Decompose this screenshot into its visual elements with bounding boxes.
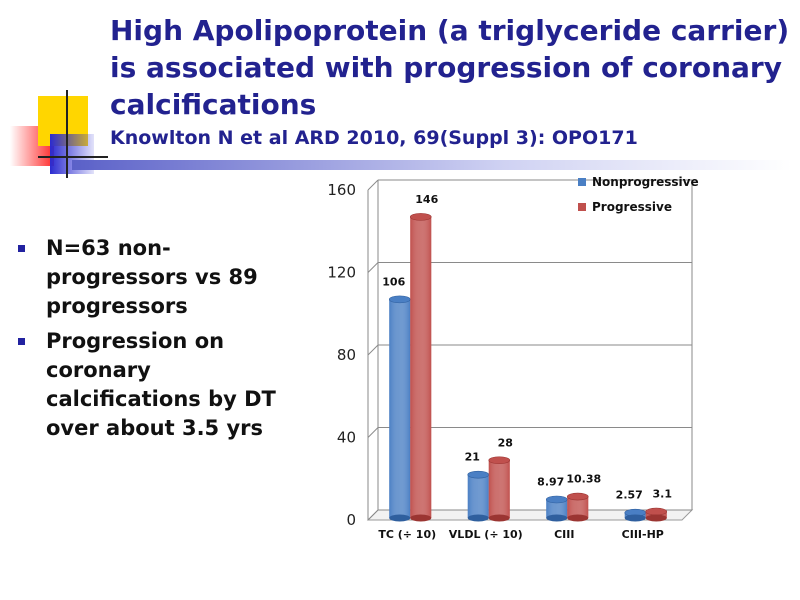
bullet-item: Progression on coronary calcifications b… [12, 327, 302, 443]
bullet-marker-icon [18, 245, 25, 252]
bullet-text: N=63 non-progressors vs 89 progressors [46, 236, 258, 318]
legend-swatch [578, 203, 586, 211]
y-tick-label: 120 [327, 264, 356, 282]
decor-vertical-line [66, 90, 68, 178]
bullet-list: N=63 non-progressors vs 89 progressors P… [12, 234, 302, 449]
x-tick-label: VLDL (÷ 10) [449, 528, 523, 541]
bar-chart: 0 40 80 120 160 106 146 TC (÷ 10) 21 28 VLDL (÷ 10… [327, 175, 699, 541]
bullet-text: Progression on coronary calcifications b… [46, 329, 276, 440]
gridline-depth [367, 344, 379, 356]
bar-top [566, 492, 589, 501]
gridline-depth [367, 179, 379, 191]
data-label: 3.1 [653, 488, 673, 501]
data-label: 106 [382, 275, 405, 288]
bar-top [488, 456, 511, 465]
legend-label: Nonprogressive [592, 175, 699, 189]
y-tick-label: 160 [327, 181, 356, 199]
bar-top [467, 470, 490, 479]
bar-base [624, 514, 646, 522]
title-underline [72, 160, 792, 170]
bar-top [545, 495, 568, 504]
bar-shading [546, 499, 568, 518]
bar-shading [488, 460, 510, 518]
bar-base [410, 514, 432, 522]
slide-title: High Apolipoprotein (a triglyceride carr… [110, 14, 790, 121]
x-tick-label: CIII-HP [622, 528, 664, 541]
data-label: 28 [498, 436, 513, 449]
bar-shading [467, 474, 489, 518]
slide-subtitle: Knowlton N et al ARD 2010, 69(Suppl 3): … [110, 127, 638, 149]
x-tick-label: TC (÷ 10) [378, 528, 436, 541]
bar-base [467, 514, 489, 522]
data-label: 10.38 [566, 473, 601, 486]
bullet-item: N=63 non-progressors vs 89 progressors [12, 234, 302, 321]
legend-label: Progressive [592, 200, 672, 214]
bar-base [567, 514, 589, 522]
gridline-depth [367, 262, 379, 273]
decor-horizontal-line [38, 156, 108, 158]
bar-base [645, 514, 667, 522]
bar-top [645, 507, 668, 516]
x-tick-label: CIII [554, 528, 574, 541]
y-tick-label: 0 [346, 511, 356, 529]
data-label: 8.97 [537, 475, 564, 488]
bar-base [488, 514, 510, 522]
bar-top [409, 213, 432, 221]
bar-top [388, 295, 411, 304]
data-label: 146 [415, 193, 438, 206]
gridline-depth [367, 509, 379, 521]
bar-shading [389, 299, 411, 518]
data-label: 21 [465, 451, 480, 464]
bar-base [546, 514, 568, 522]
bar-shading [410, 216, 432, 518]
bar-shading [567, 496, 589, 518]
legend-swatch [578, 178, 586, 186]
y-tick-label: 80 [337, 346, 356, 364]
y-tick-label: 40 [337, 429, 356, 447]
bullet-marker-icon [18, 338, 25, 345]
gridline-depth [367, 427, 379, 438]
data-label: 2.57 [616, 489, 643, 502]
bar-base [389, 514, 411, 522]
